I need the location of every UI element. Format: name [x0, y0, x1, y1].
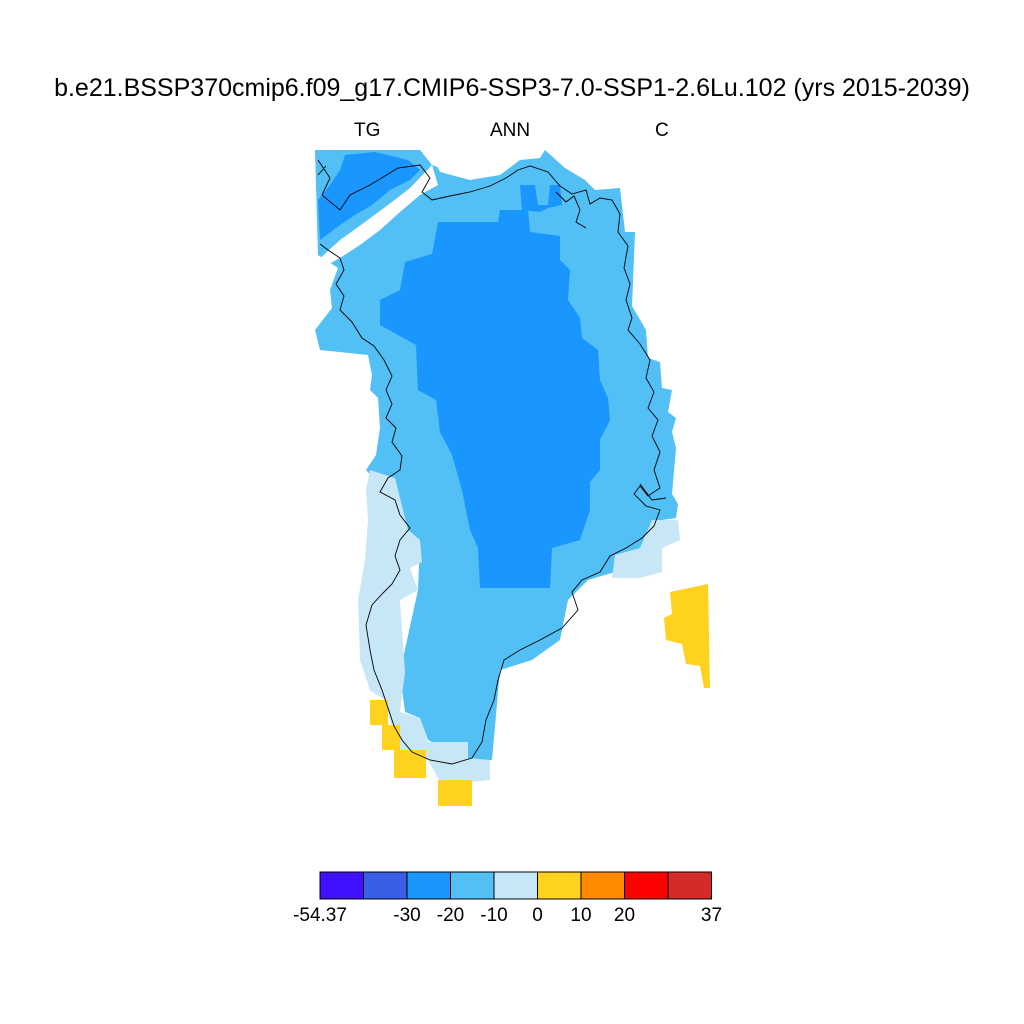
- southern-tip-cells: [370, 700, 388, 725]
- colorbar-box: [363, 871, 408, 900]
- colorbar-box: [580, 871, 625, 900]
- southern-tip-cells: [394, 750, 426, 778]
- season-label: ANN: [490, 120, 531, 141]
- northwest-deep-cells: [318, 152, 420, 240]
- coastline: [317, 159, 667, 765]
- map-title: b.e21.BSSP370cmip6.f09_g17.CMIP6-SSP3-7.…: [54, 74, 970, 102]
- east-coast-strip: [612, 520, 680, 578]
- north-gap: [420, 150, 440, 168]
- colorbar-tick-label: -10: [480, 905, 508, 926]
- southern-tip-cells: [382, 725, 400, 750]
- colorbar-tick-label: 0: [532, 905, 543, 926]
- east-offshore-cells: [664, 584, 710, 688]
- north-deep-cells: [520, 185, 562, 212]
- colorbar-tick-label: -30: [393, 905, 421, 926]
- colorbar-tick-label: 37: [700, 905, 723, 926]
- variable-label: TG: [354, 120, 381, 141]
- colorbar-box: [450, 871, 495, 900]
- southwest-coast: [358, 470, 490, 782]
- colorbar-box: [493, 871, 538, 900]
- colorbar-tick-label: -54.37: [293, 905, 347, 926]
- colorbar-box: [319, 871, 364, 900]
- colorbar-tick-label: 20: [613, 905, 636, 926]
- units-label: C: [655, 120, 669, 141]
- colorbar-box: [537, 871, 582, 900]
- colorbar-tick-label: -20: [436, 905, 465, 926]
- southern-tip-cells: [438, 780, 472, 806]
- colorbar-box: [406, 871, 451, 900]
- northwest-gap: [316, 165, 438, 270]
- colorbar-box: [624, 871, 669, 900]
- ice-sheet-interior: [380, 210, 610, 588]
- colorbar-box: [667, 871, 712, 900]
- colorbar-tick-label: 10: [570, 905, 592, 926]
